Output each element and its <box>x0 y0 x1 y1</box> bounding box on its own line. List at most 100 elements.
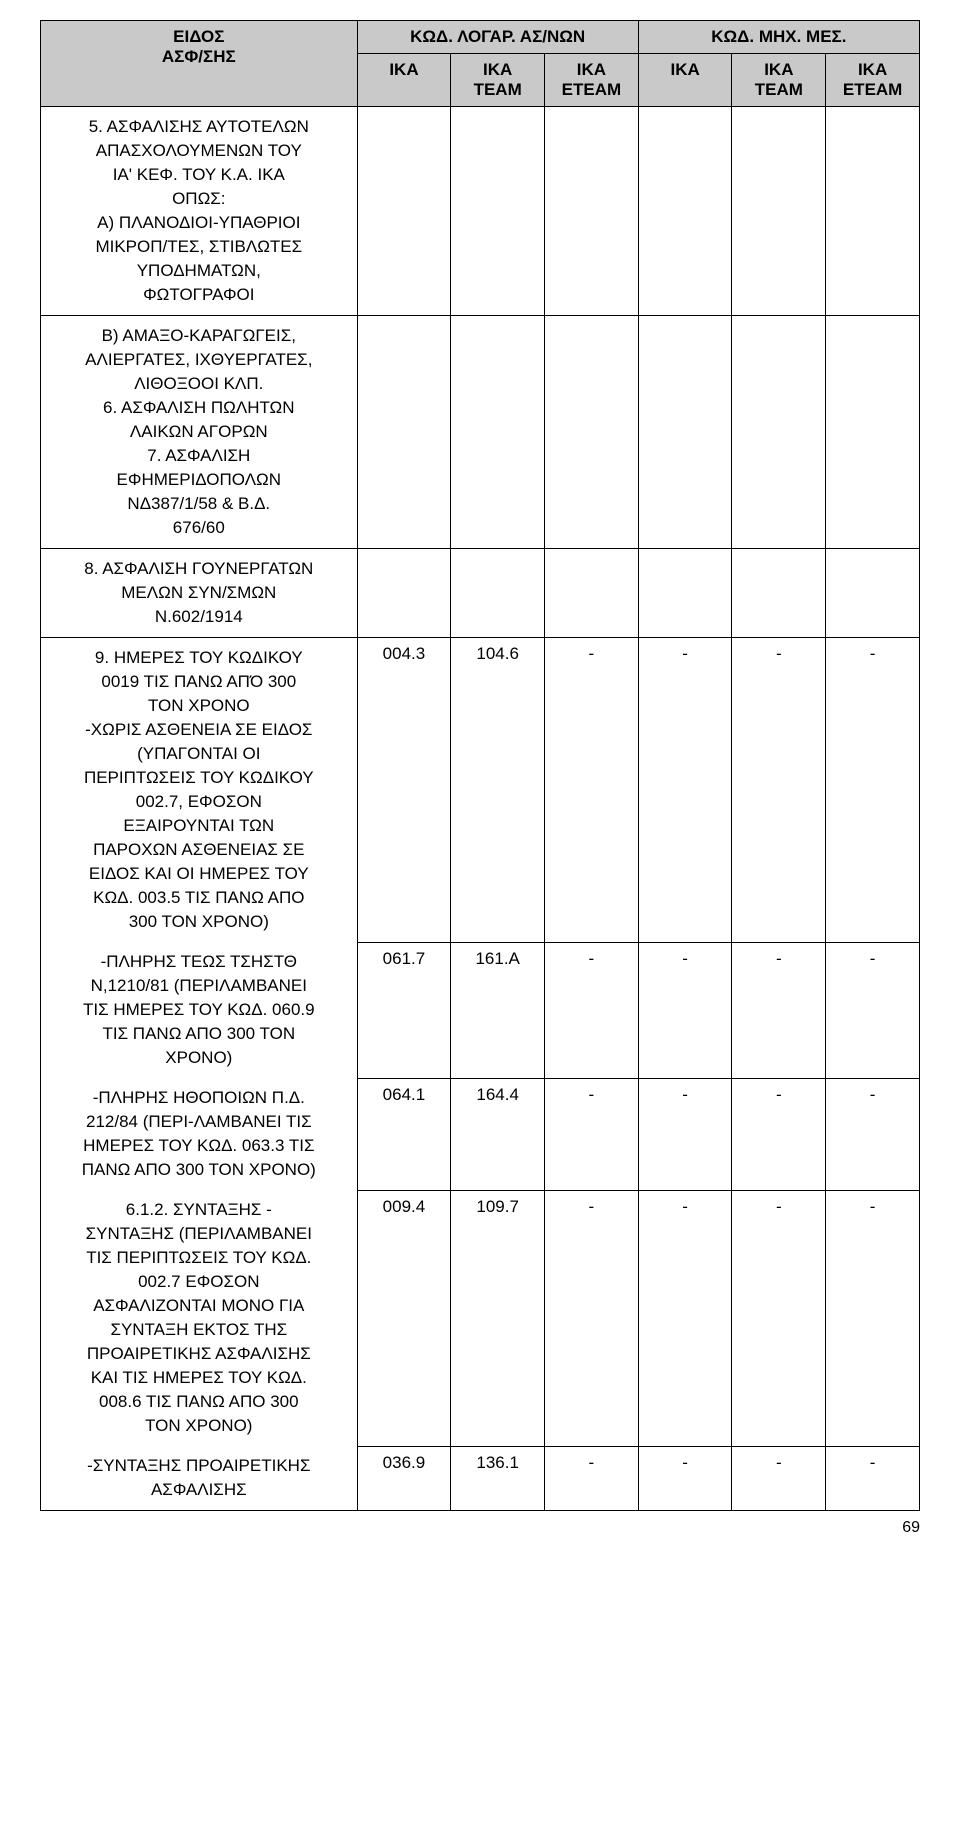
value-cell: - <box>826 942 920 1078</box>
header-sub5: ΙΚΑ ΤΕΑΜ <box>732 54 826 107</box>
value-cell <box>545 549 639 638</box>
insurance-codes-table: ΕΙΔΟΣ ΑΣΦ/ΣΗΣ ΚΩΔ. ΛΟΓΑΡ. ΑΣ/ΝΩΝ ΚΩΔ. ΜΗ… <box>40 20 920 1511</box>
desc-line: ΜΕΛΩΝ ΣΥΝ/ΣΜΩΝ <box>49 583 349 603</box>
value-cell <box>545 107 639 316</box>
table-row: 8. ΑΣΦΑΛΙΣΗ ΓΟΥΝΕΡΓΑΤΩΝΜΕΛΩΝ ΣΥΝ/ΣΜΩΝΝ.6… <box>41 549 920 638</box>
row-desc: -ΣΥΝΤΑΞΗΣ ΠΡΟΑΙΡΕΤΙΚΗΣΑΣΦΑΛΙΣΗΣ <box>41 1446 358 1511</box>
value-cell: 104.6 <box>451 638 545 943</box>
table-row: 6.1.2. ΣΥΝΤΑΞΗΣ -ΣΥΝΤΑΞΗΣ (ΠΕΡΙΛΑΜΒΑΝΕΙΤ… <box>41 1190 920 1446</box>
desc-line: ΠΑΝΩ ΑΠΟ 300 ΤΟΝ ΧΡΟΝΟ) <box>49 1160 349 1180</box>
desc-line: ΤΙΣ ΗΜΕΡΕΣ ΤΟΥ ΚΩΔ. 060.9 <box>49 1000 349 1020</box>
header-desc-line1: ΕΙΔΟΣ <box>173 27 224 46</box>
desc-line: ΛΑΙΚΩΝ ΑΓΟΡΩΝ <box>49 422 349 442</box>
desc-line: 002.7 ΕΦΟΣΟΝ <box>49 1272 349 1292</box>
desc-line: 008.6 ΤΙΣ ΠΑΝΩ ΑΠΟ 300 <box>49 1392 349 1412</box>
header-group-a: ΚΩΔ. ΛΟΓΑΡ. ΑΣ/ΝΩΝ <box>357 21 638 54</box>
desc-line: (ΥΠΑΓΟΝΤΑΙ ΟΙ <box>49 744 349 764</box>
desc-line: ΤΟΝ ΧΡΟΝΟ <box>49 696 349 716</box>
desc-line: ΚΩΔ. 003.5 ΤΙΣ ΠΑΝΩ ΑΠΟ <box>49 888 349 908</box>
desc-line: 676/60 <box>49 518 349 538</box>
value-cell: - <box>638 638 732 943</box>
value-cell <box>545 316 639 549</box>
value-cell <box>732 107 826 316</box>
desc-line: ΜΙΚΡΟΠ/ΤΕΣ, ΣΤΙΒΛΩΤΕΣ <box>49 237 349 257</box>
value-cell <box>451 549 545 638</box>
table-row: 9. ΗΜΕΡΕΣ ΤΟΥ ΚΩΔΙΚΟΥ0019 ΤΙΣ ΠΑΝΩ ΑΠΌ 3… <box>41 638 920 943</box>
value-cell: - <box>638 942 732 1078</box>
value-cell: 164.4 <box>451 1078 545 1190</box>
value-cell <box>357 549 451 638</box>
value-cell <box>451 316 545 549</box>
table-body: 5. ΑΣΦΑΛΙΣΗΣ ΑΥΤΟΤΕΛΩΝ ΑΠΑΣΧΟΛΟΥΜΕΝΩΝ ΤΟΥ… <box>41 107 920 1511</box>
desc-line: 002.7, ΕΦΟΣΟΝ <box>49 792 349 812</box>
desc-line: 212/84 (ΠΕΡΙ-ΛΑΜΒΑΝΕΙ ΤΙΣ <box>49 1112 349 1132</box>
value-cell: - <box>826 1190 920 1446</box>
header-sub6: ΙΚΑ ΕΤΕΑΜ <box>826 54 920 107</box>
value-cell: 004.3 <box>357 638 451 943</box>
header-desc: ΕΙΔΟΣ ΑΣΦ/ΣΗΣ <box>41 21 358 107</box>
value-cell: - <box>638 1190 732 1446</box>
header-sub2: ΙΚΑ ΤΕΑΜ <box>451 54 545 107</box>
desc-line: ΤΟΝ ΧΡΟΝΟ) <box>49 1416 349 1436</box>
desc-line: -ΣΥΝΤΑΞΗΣ ΠΡΟΑΙΡΕΤΙΚΗΣ <box>49 1456 349 1476</box>
value-cell <box>638 107 732 316</box>
value-cell <box>638 316 732 549</box>
desc-line: ΠΡΟΑΙΡΕΤΙΚΗΣ ΑΣΦΑΛΙΣΗΣ <box>49 1344 349 1364</box>
value-cell: - <box>732 942 826 1078</box>
desc-line: ΥΠΟΔΗΜΑΤΩΝ, <box>49 261 349 281</box>
header-sub4: ΙΚΑ <box>638 54 732 107</box>
value-cell: - <box>732 1190 826 1446</box>
desc-line: 5. ΑΣΦΑΛΙΣΗΣ ΑΥΤΟΤΕΛΩΝ <box>49 117 349 137</box>
table-header: ΕΙΔΟΣ ΑΣΦ/ΣΗΣ ΚΩΔ. ΛΟΓΑΡ. ΑΣ/ΝΩΝ ΚΩΔ. ΜΗ… <box>41 21 920 107</box>
row-desc: 9. ΗΜΕΡΕΣ ΤΟΥ ΚΩΔΙΚΟΥ0019 ΤΙΣ ΠΑΝΩ ΑΠΌ 3… <box>41 638 358 943</box>
header-desc-line2: ΑΣΦ/ΣΗΣ <box>162 47 236 66</box>
value-cell <box>826 549 920 638</box>
desc-line: 300 ΤΟΝ ΧΡΟΝΟ) <box>49 912 349 932</box>
desc-line: Ν,1210/81 (ΠΕΡΙΛΑΜΒΑΝΕΙ <box>49 976 349 996</box>
desc-line: ΕΞΑΙΡΟΥΝΤΑΙ ΤΩΝ <box>49 816 349 836</box>
desc-line: ΤΙΣ ΠΑΝΩ ΑΠΟ 300 ΤΟΝ <box>49 1024 349 1044</box>
value-cell: - <box>826 1078 920 1190</box>
desc-line: ΑΠΑΣΧΟΛΟΥΜΕΝΩΝ ΤΟΥ <box>49 141 349 161</box>
desc-line: ΚΑΙ ΤΙΣ ΗΜΕΡΕΣ ΤΟΥ ΚΩΔ. <box>49 1368 349 1388</box>
table-row: -ΠΛΗΡΗΣ ΤΕΩΣ ΤΣΗΣΤΘ Ν,1210/81 (ΠΕΡΙΛΑΜΒΑΝ… <box>41 942 920 1078</box>
desc-line: -ΠΛΗΡΗΣ ΤΕΩΣ ΤΣΗΣΤΘ <box>49 952 349 972</box>
value-cell <box>357 316 451 549</box>
desc-line: -ΠΛΗΡΗΣ ΗΘΟΠΟΙΩΝ Π.Δ. <box>49 1088 349 1108</box>
desc-line: -ΧΩΡΙΣ ΑΣΘΕΝΕΙΑ ΣΕ ΕΙΔΟΣ <box>49 720 349 740</box>
value-cell: - <box>732 638 826 943</box>
desc-line: 7. ΑΣΦΑΛΙΣΗ <box>49 446 349 466</box>
value-cell <box>732 316 826 549</box>
value-cell: - <box>545 942 639 1078</box>
desc-line: ΕΙΔΟΣ ΚΑΙ ΟΙ ΗΜΕΡΕΣ ΤΟΥ <box>49 864 349 884</box>
desc-line: 6. ΑΣΦΑΛΙΣΗ ΠΩΛΗΤΩΝ <box>49 398 349 418</box>
row-desc: -ΠΛΗΡΗΣ ΗΘΟΠΟΙΩΝ Π.Δ. 212/84 (ΠΕΡΙ-ΛΑΜΒΑΝ… <box>41 1078 358 1190</box>
value-cell: 109.7 <box>451 1190 545 1446</box>
desc-line: ΕΦΗΜΕΡΙΔΟΠΟΛΩΝ <box>49 470 349 490</box>
row-desc: 5. ΑΣΦΑΛΙΣΗΣ ΑΥΤΟΤΕΛΩΝ ΑΠΑΣΧΟΛΟΥΜΕΝΩΝ ΤΟΥ… <box>41 107 358 316</box>
desc-line: Β) ΑΜΑΞΟ-ΚΑΡΑΓΩΓΕΙΣ, <box>49 326 349 346</box>
desc-line: ΠΑΡΟΧΩΝ ΑΣΘΕΝΕΙΑΣ ΣΕ <box>49 840 349 860</box>
desc-line: ΝΔ387/1/58 & Β.Δ. <box>49 494 349 514</box>
value-cell: 036.9 <box>357 1446 451 1511</box>
value-cell: 009.4 <box>357 1190 451 1446</box>
page-number: 69 <box>40 1519 920 1537</box>
desc-line: Ν.602/1914 <box>49 607 349 627</box>
value-cell <box>826 316 920 549</box>
value-cell: - <box>732 1078 826 1190</box>
row-desc: -ΠΛΗΡΗΣ ΤΕΩΣ ΤΣΗΣΤΘ Ν,1210/81 (ΠΕΡΙΛΑΜΒΑΝ… <box>41 942 358 1078</box>
desc-line: ΟΠΩΣ: <box>49 189 349 209</box>
value-cell <box>826 107 920 316</box>
value-cell: - <box>545 1078 639 1190</box>
value-cell: - <box>545 1190 639 1446</box>
header-sub3: ΙΚΑ ΕΤΕΑΜ <box>545 54 639 107</box>
header-sub1: ΙΚΑ <box>357 54 451 107</box>
value-cell: - <box>545 1446 639 1511</box>
desc-line: 9. ΗΜΕΡΕΣ ΤΟΥ ΚΩΔΙΚΟΥ <box>49 648 349 668</box>
desc-line: ΙΑ' ΚΕΦ. ΤΟΥ Κ.Α. ΙΚΑ <box>49 165 349 185</box>
value-cell: 064.1 <box>357 1078 451 1190</box>
desc-line: ΤΙΣ ΠΕΡΙΠΤΩΣΕΙΣ ΤΟΥ ΚΩΔ. <box>49 1248 349 1268</box>
desc-line: ΑΛΙΕΡΓΑΤΕΣ, ΙΧΘΥΕΡΓΑΤΕΣ, <box>49 350 349 370</box>
value-cell: - <box>545 638 639 943</box>
desc-line: ΣΥΝΤΑΞΗ ΕΚΤΟΣ ΤΗΣ <box>49 1320 349 1340</box>
